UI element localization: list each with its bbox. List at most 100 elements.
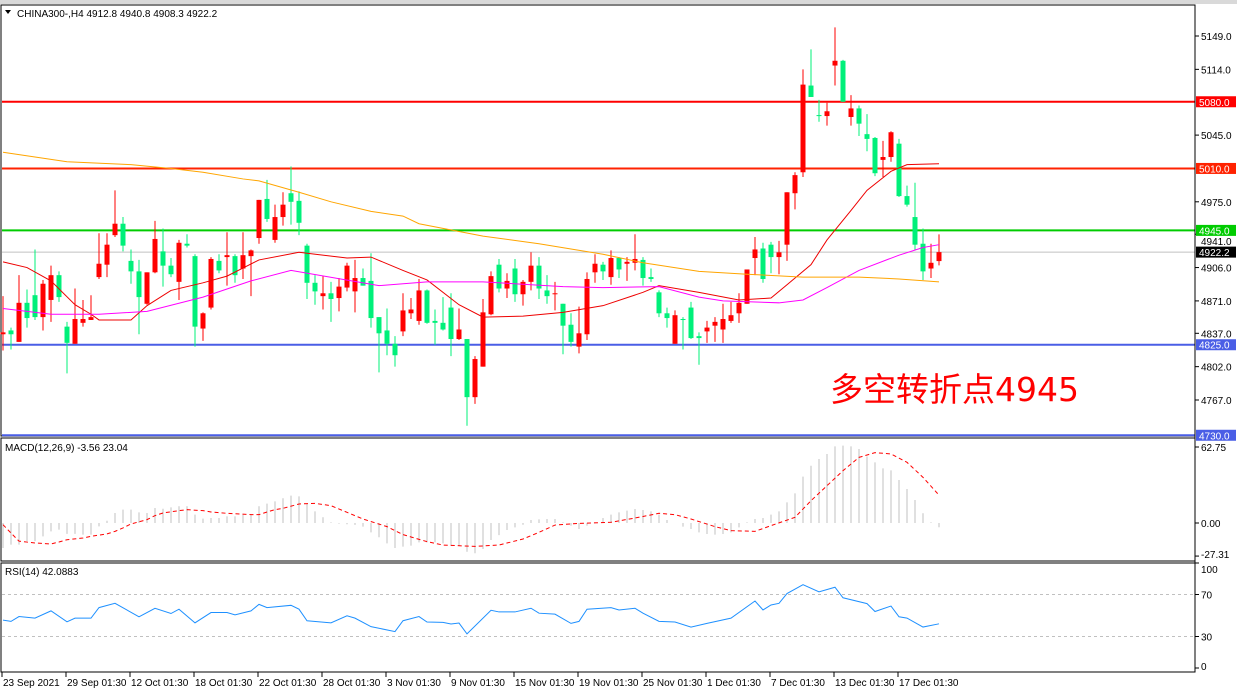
candle-body: [656, 292, 662, 314]
candle-down: [496, 258, 502, 293]
candle-up: [792, 172, 798, 210]
candle-body: [72, 319, 78, 344]
candle-down: [912, 182, 918, 251]
candle-down: [288, 166, 294, 225]
candle-body: [248, 250, 254, 257]
candle-down: [808, 49, 814, 97]
candle-down: [24, 289, 30, 328]
candle-down: [448, 293, 454, 357]
candle-down: [536, 257, 542, 300]
candle-body: [512, 268, 518, 295]
candle-body: [520, 281, 526, 295]
price-tag-label: 4825.0: [1199, 341, 1230, 352]
candle-body: [680, 319, 686, 321]
macd-tick-label: 62.75: [1201, 443, 1226, 454]
candle-body: [640, 259, 646, 279]
annotation-text: 多空转折点4945: [830, 370, 1079, 409]
candle-body: [40, 283, 46, 318]
rsi-pane[interactable]: [0, 562, 1196, 673]
candle-body: [552, 293, 558, 295]
price-tick-label: 4975.0: [1201, 198, 1232, 209]
candle-down: [872, 137, 878, 177]
price-tick-label: 4941.0: [1201, 237, 1232, 248]
candle-up: [880, 140, 886, 178]
candle-up: [584, 272, 590, 340]
candle-down: [544, 275, 550, 304]
candle-up: [104, 233, 110, 278]
price-tick-label: 4802.0: [1201, 363, 1232, 374]
candle-body: [328, 293, 334, 300]
candle-up: [16, 275, 22, 342]
candle-body: [496, 264, 502, 289]
rsi-tick-label: 30: [1201, 633, 1213, 644]
candle-up: [208, 257, 214, 310]
candle-up: [704, 320, 710, 343]
candle-down: [640, 257, 646, 286]
candle-body: [208, 258, 214, 308]
candle-up: [832, 27, 838, 86]
candle-body: [752, 249, 758, 259]
macd-signal-line: [2, 452, 940, 547]
candle-down: [392, 336, 398, 367]
candle-up: [624, 257, 630, 281]
candle-down: [696, 332, 702, 365]
last-price-tag: [1196, 246, 1236, 258]
candle-up: [672, 310, 678, 344]
candle-up: [528, 252, 534, 291]
candle-body: [888, 132, 894, 158]
candle-body: [864, 134, 870, 139]
candle-body: [320, 293, 326, 297]
candle-body: [488, 276, 494, 315]
chart-title: CHINA300-,H4 4912.8 4940.8 4908.3 4922.2: [17, 9, 218, 20]
rsi-title: RSI(14) 42.0883: [5, 567, 79, 578]
candle-body: [200, 313, 206, 329]
candle-up: [400, 293, 406, 337]
candle-body: [704, 327, 710, 332]
price-tag: [1196, 339, 1236, 351]
candle-body: [80, 319, 86, 323]
candle-up: [456, 308, 462, 340]
candle-body: [880, 157, 886, 160]
candle-down: [64, 321, 70, 374]
candle-body: [504, 280, 510, 289]
candle-down: [8, 327, 14, 350]
candle-body: [408, 309, 414, 314]
candle-body: [104, 244, 110, 265]
candle-up: [824, 102, 830, 126]
candle-down: [656, 290, 662, 318]
candle-body: [672, 315, 678, 344]
candle-body: [376, 317, 382, 334]
candle-up: [784, 192, 790, 261]
candle-body: [624, 261, 630, 264]
time-tick-label: 1 Dec 01:30: [707, 678, 761, 689]
candle-down: [864, 114, 870, 152]
candle-up: [80, 299, 86, 327]
macd-pane[interactable]: [0, 437, 1196, 562]
candle-up: [480, 299, 486, 367]
candle-body: [616, 258, 622, 270]
candle-down: [432, 309, 438, 345]
candle-body: [288, 193, 294, 202]
candle-up: [72, 288, 78, 344]
triangle-down-icon[interactable]: [5, 10, 11, 14]
candle-body: [592, 263, 598, 273]
candle-up: [320, 276, 326, 310]
candle-body: [872, 137, 878, 174]
candle-up: [848, 95, 854, 126]
candle-body: [760, 248, 766, 279]
candle-body: [720, 319, 726, 330]
candle-up: [744, 269, 750, 304]
candle-down: [464, 339, 470, 426]
candle-body: [120, 223, 126, 246]
candle-down: [56, 271, 62, 302]
candle-body: [912, 217, 918, 245]
price-tick-label: 4837.0: [1201, 329, 1232, 340]
candle-body: [336, 286, 342, 299]
candle-down: [136, 259, 142, 335]
price-tag-label: 4945.0: [1199, 226, 1230, 237]
candle-up: [928, 243, 934, 279]
candle-body: [88, 317, 94, 320]
candle-body: [64, 326, 70, 343]
candle-up: [488, 271, 494, 316]
